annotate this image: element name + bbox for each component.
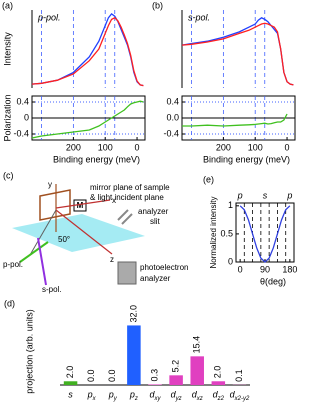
annotation: p-pol. bbox=[37, 12, 61, 22]
top-label: p bbox=[237, 190, 243, 200]
diagram: (c) y M x mirror plane of sample & light… bbox=[3, 170, 188, 294]
x-tick-label: py bbox=[108, 389, 118, 401]
y-tick-label: 0.4 bbox=[166, 96, 179, 106]
y-tick-label: 0.4 bbox=[16, 96, 29, 106]
x-axis-label: Binding energy (meV) bbox=[203, 154, 290, 164]
panel-label: (d) bbox=[4, 298, 15, 308]
value-label: 2.0 bbox=[213, 366, 223, 379]
angle-label: 50° bbox=[58, 235, 70, 244]
y-axis-label: projection (arb. units) bbox=[24, 309, 34, 394]
y-tick-label: 1 bbox=[228, 200, 233, 210]
panel-label: (a) bbox=[2, 0, 13, 10]
annotation: s-pol. bbox=[188, 12, 210, 22]
value-label: 2.0 bbox=[65, 366, 75, 379]
sample-frame bbox=[39, 189, 71, 221]
pol-label: s-pol. bbox=[42, 285, 62, 294]
axis-label: y bbox=[48, 180, 52, 189]
bar bbox=[211, 381, 226, 385]
y-tick-label: -0.4 bbox=[163, 128, 179, 138]
top-label: s bbox=[263, 190, 268, 200]
bar bbox=[190, 356, 204, 385]
series-line bbox=[31, 17, 144, 87]
bar bbox=[148, 384, 162, 385]
value-label: 15.4 bbox=[192, 336, 202, 354]
analyzer-label: photoelectron bbox=[140, 263, 188, 272]
x-tick-label: dx2-y2 bbox=[230, 389, 250, 401]
value-label: 32.0 bbox=[128, 305, 138, 323]
x-axis-arrow bbox=[55, 199, 111, 209]
series-line bbox=[239, 205, 291, 263]
x-tick-label: 0 bbox=[285, 142, 290, 152]
x-tick-label: dxz bbox=[192, 389, 203, 401]
y-tick-label: -0.4 bbox=[13, 128, 29, 138]
y-axis-label: Normalized intensity bbox=[209, 196, 218, 268]
x-tick-label: 100 bbox=[98, 142, 113, 152]
x-axis-label: θ(deg) bbox=[260, 276, 286, 286]
value-label: 0.1 bbox=[234, 369, 244, 382]
light-path bbox=[29, 209, 57, 256]
axis-label: z bbox=[110, 255, 114, 264]
x-tick-label: dyz bbox=[171, 389, 182, 401]
value-label: 5.2 bbox=[170, 360, 180, 373]
y-tick-label: 0.5 bbox=[220, 228, 233, 238]
plane-label: mirror plane of sample bbox=[90, 183, 170, 192]
series-line bbox=[181, 22, 294, 86]
p-arrow bbox=[19, 241, 49, 263]
x-tick-label: 0 bbox=[238, 264, 243, 274]
y-tick-label: 0.0 bbox=[166, 112, 179, 122]
x-tick-label: 200 bbox=[66, 142, 81, 152]
slit-label: analyzer bbox=[138, 207, 169, 216]
y-axis-label: Intensity bbox=[2, 32, 12, 66]
pol-label: p-pol. bbox=[3, 260, 23, 269]
x-tick-label: 200 bbox=[216, 142, 231, 152]
series-line bbox=[181, 17, 294, 86]
z-axis-arrow bbox=[55, 209, 113, 255]
x-tick-label: 100 bbox=[248, 142, 263, 152]
y-tick-label: 0 bbox=[228, 256, 233, 266]
panel-label: (c) bbox=[3, 170, 14, 180]
series-line bbox=[182, 113, 288, 127]
s-arrow bbox=[37, 237, 47, 286]
x-tick-label: s bbox=[68, 389, 73, 399]
top-label: p bbox=[286, 190, 292, 200]
x-tick-label: dxy bbox=[149, 389, 161, 401]
panel-label: (b) bbox=[152, 0, 163, 10]
value-label: 0.3 bbox=[149, 369, 159, 382]
y-axis-label: Polarization bbox=[2, 94, 12, 141]
figure: (c) y M x mirror plane of sample & light… bbox=[2, 0, 297, 401]
series-line bbox=[31, 13, 144, 87]
x-tick-label: dz2 bbox=[213, 389, 225, 401]
sample-label: M bbox=[77, 201, 84, 210]
slit-label: slit bbox=[150, 217, 161, 226]
x-tick-label: 180 bbox=[282, 264, 297, 274]
slit bbox=[117, 209, 133, 225]
axis-label: x bbox=[112, 196, 116, 205]
value-label: 0.0 bbox=[86, 369, 96, 382]
value-label: 0.0 bbox=[107, 369, 117, 382]
panel-label: (e) bbox=[203, 174, 214, 184]
bar bbox=[169, 375, 183, 385]
bar bbox=[63, 381, 78, 385]
bar bbox=[127, 325, 141, 385]
series-line bbox=[31, 100, 144, 139]
x-tick-label: pz bbox=[129, 389, 138, 401]
x-tick-label: 0 bbox=[135, 142, 140, 152]
y-tick-label: 0 bbox=[24, 112, 29, 122]
plane-label: & light incident plane bbox=[90, 193, 164, 202]
x-axis-label: Binding energy (meV) bbox=[53, 154, 140, 164]
x-tick-label: 90 bbox=[260, 264, 270, 274]
analyzer bbox=[117, 261, 137, 285]
plane bbox=[12, 214, 145, 252]
x-tick-label: px bbox=[87, 389, 97, 401]
analyzer-label: analyzer bbox=[140, 274, 171, 283]
